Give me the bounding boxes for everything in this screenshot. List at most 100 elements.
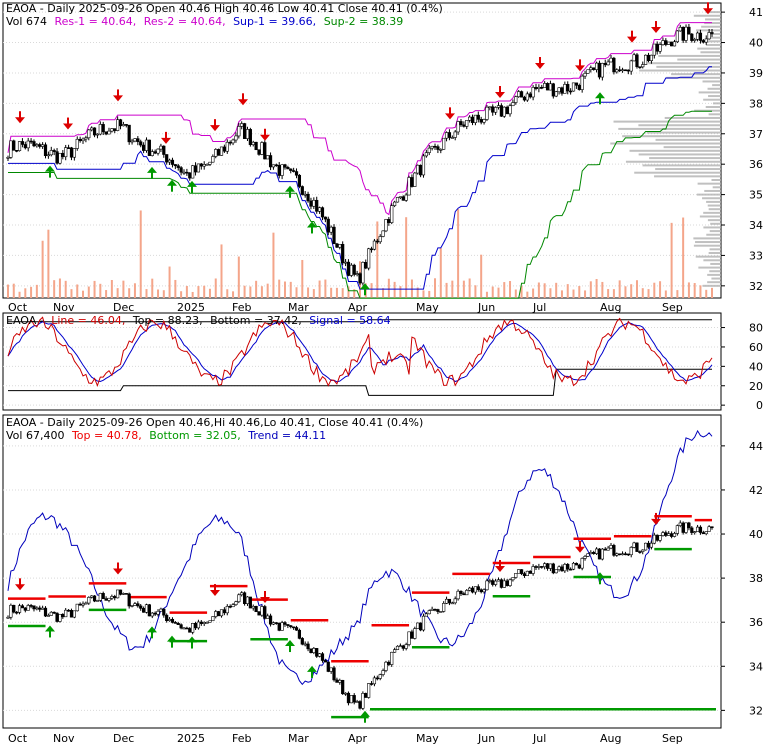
price-bar xyxy=(563,84,567,94)
price-bar xyxy=(283,164,287,168)
y-tick-label: 37 xyxy=(749,128,763,141)
price-bar xyxy=(335,679,339,683)
up-arrow xyxy=(285,185,295,192)
price-bar xyxy=(219,146,224,156)
price-bar xyxy=(629,547,633,556)
volume-bar xyxy=(116,288,119,298)
price-bar xyxy=(554,91,558,97)
x-tick-label: Feb xyxy=(232,732,251,745)
profile-bar xyxy=(695,255,721,258)
down-arrow xyxy=(113,95,123,102)
profile-bar xyxy=(613,120,721,123)
price-bar xyxy=(191,623,195,633)
volume-bars xyxy=(7,209,713,298)
profile-bar xyxy=(701,40,721,43)
price-bar xyxy=(597,62,602,78)
volume-bar xyxy=(145,289,148,298)
panel-3: 44 42 40 38 36 34 32 EAOA - Daily 2025-09-26 O… xyxy=(2,414,763,745)
price-bar xyxy=(632,542,636,548)
profile-bar xyxy=(693,244,721,247)
profile-bar xyxy=(655,168,721,171)
price-bar xyxy=(153,151,157,154)
volume-bar xyxy=(64,280,67,298)
price-bar xyxy=(413,628,417,639)
profile-bar xyxy=(710,222,721,225)
price-bar xyxy=(361,262,365,284)
volume-bar xyxy=(509,281,512,298)
price-bar xyxy=(557,566,561,570)
price-bar xyxy=(442,137,446,150)
price-bar xyxy=(231,139,235,144)
price-bar xyxy=(55,151,59,164)
price-bar xyxy=(271,164,276,168)
profile-bar xyxy=(707,87,721,90)
price-bar xyxy=(159,145,163,150)
price-bar xyxy=(66,609,71,612)
price-bar xyxy=(32,605,36,610)
x-tick-label: Oct xyxy=(8,301,28,314)
price-bar xyxy=(563,564,567,572)
profile-bar xyxy=(709,270,721,273)
price-bar xyxy=(632,54,636,62)
panel-2-oscillator-lines xyxy=(7,316,713,396)
price-bar xyxy=(104,598,108,601)
price-bar xyxy=(548,83,553,91)
price-bar xyxy=(61,613,65,618)
price-bar xyxy=(398,645,402,648)
price-bar xyxy=(355,701,359,703)
price-bar xyxy=(525,570,529,577)
down-arrow xyxy=(627,36,637,43)
volume-bar xyxy=(572,289,575,298)
oscillator-bottom-band xyxy=(8,368,712,396)
price-bar xyxy=(444,132,449,139)
price-bar xyxy=(695,32,700,40)
y-tick-label: 40 xyxy=(749,37,763,50)
price-bar xyxy=(644,542,648,551)
price-bar xyxy=(121,124,126,127)
price-bar xyxy=(234,601,238,605)
volume-bar xyxy=(260,286,263,298)
support-2-line xyxy=(8,110,712,299)
x-tick-label: Oct xyxy=(8,732,28,745)
price-bar xyxy=(72,148,76,158)
price-bar xyxy=(672,41,677,47)
panel-3-y-axis: 44 42 40 38 36 34 32 xyxy=(721,440,763,717)
up-arrow xyxy=(45,165,55,172)
price-bar xyxy=(655,43,659,52)
volume-bar xyxy=(618,280,621,298)
price-bar xyxy=(620,553,625,556)
price-bar xyxy=(234,135,238,141)
price-bar xyxy=(517,569,521,574)
down-arrow xyxy=(113,568,123,575)
panel-3-bottom-label: Bottom = 32.05, xyxy=(149,429,241,442)
price-bar xyxy=(318,207,322,212)
price-bar xyxy=(569,90,573,93)
panel-2: 80 60 40 20 0 EAOA - Line = 46.04, Top = 88.… xyxy=(2,312,763,412)
volume-bar xyxy=(18,291,21,298)
down-arrow xyxy=(651,27,661,34)
y-tick-label: 38 xyxy=(749,97,763,110)
volume-bar xyxy=(324,279,327,298)
panel-3-lines xyxy=(7,429,716,719)
price-bar xyxy=(225,606,229,614)
res-1-label: Res-1 = 40.64, xyxy=(54,15,136,28)
y-tick-label: 36 xyxy=(749,158,763,171)
volume-bar xyxy=(58,278,61,298)
price-bar xyxy=(248,596,252,609)
price-bar xyxy=(242,123,247,139)
volume-bar xyxy=(445,282,448,298)
volume-bar xyxy=(249,286,252,298)
down-arrow xyxy=(210,590,220,597)
x-tick-label: Dec xyxy=(113,732,134,745)
price-bar xyxy=(381,230,385,237)
price-bar xyxy=(583,556,587,559)
price-bar xyxy=(199,621,203,624)
volume-bar xyxy=(630,284,633,298)
price-bar xyxy=(667,533,671,536)
y-tick-label: 40 xyxy=(749,360,763,373)
price-bar xyxy=(450,602,454,605)
profile-bar xyxy=(638,124,721,127)
down-arrow xyxy=(495,566,505,573)
price-bar xyxy=(364,693,368,698)
price-bar xyxy=(280,164,284,176)
